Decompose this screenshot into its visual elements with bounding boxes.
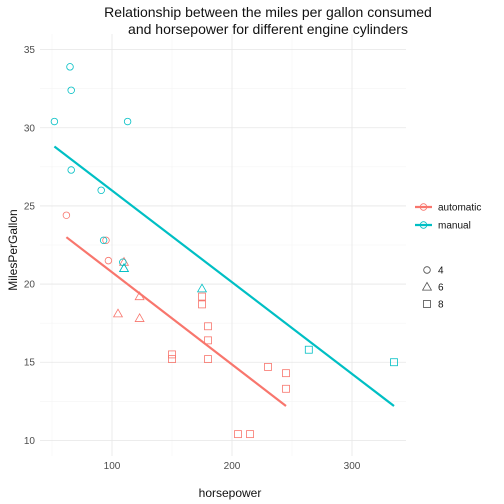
y-tick-labels: 10 15 20 25 30 35 bbox=[24, 45, 36, 447]
data-point-automatic bbox=[282, 384, 290, 393]
legend-label-cyl: 8 bbox=[438, 300, 444, 311]
data-point-automatic bbox=[62, 211, 71, 220]
fit-line-automatic bbox=[65, 236, 287, 407]
data-point-manual bbox=[390, 358, 398, 367]
data-point-automatic bbox=[134, 291, 145, 301]
data-point-automatic bbox=[204, 322, 212, 331]
y-tick-label: 15 bbox=[24, 358, 36, 369]
legend-label-manual: manual bbox=[438, 221, 471, 232]
legend: automatic manual 4 6 8 bbox=[415, 203, 481, 311]
data-point-automatic bbox=[246, 430, 254, 439]
chart-title-line-1: Relationship between the miles per gallo… bbox=[104, 4, 432, 20]
data-point-manual bbox=[67, 166, 75, 174]
y-axis-label: MilesPerGallon bbox=[6, 209, 20, 290]
chart-title-line-2: and horsepower for different engine cyli… bbox=[128, 21, 408, 37]
data-point-automatic bbox=[168, 350, 176, 359]
legend-key-cyl-square bbox=[423, 300, 431, 308]
y-tick-label: 20 bbox=[24, 280, 36, 291]
x-tick-labels: 100 200 300 bbox=[104, 461, 361, 472]
data-point-manual bbox=[123, 117, 132, 126]
data-point-automatic bbox=[234, 430, 242, 439]
y-tick-label: 10 bbox=[24, 436, 36, 447]
legend-label-cyl: 4 bbox=[438, 266, 444, 277]
legend-key-cyl-triangle bbox=[421, 281, 433, 291]
y-tick-label: 25 bbox=[24, 201, 36, 212]
fit-line-manual bbox=[53, 145, 395, 407]
data-point-automatic bbox=[104, 256, 113, 265]
data-point-manual bbox=[66, 63, 74, 71]
y-tick-label: 30 bbox=[24, 123, 36, 134]
data-point-manual bbox=[196, 283, 208, 293]
data-point-manual bbox=[118, 263, 130, 272]
data-point-automatic bbox=[198, 300, 206, 309]
data-point-automatic bbox=[134, 313, 145, 322]
x-axis-label: horsepower bbox=[199, 486, 262, 500]
legend-key-automatic-marker bbox=[419, 203, 428, 211]
fit-lines bbox=[53, 145, 395, 407]
data-point-manual bbox=[50, 117, 59, 126]
data-point-manual bbox=[99, 236, 108, 245]
y-tick-label: 35 bbox=[24, 45, 36, 56]
data-points bbox=[50, 63, 398, 439]
data-point-automatic bbox=[204, 336, 212, 345]
data-point-manual bbox=[67, 86, 75, 94]
data-point-automatic bbox=[264, 363, 272, 371]
legend-label-automatic: automatic bbox=[438, 203, 481, 214]
grid-lines bbox=[40, 34, 406, 456]
data-point-automatic bbox=[204, 355, 212, 363]
x-tick-label: 300 bbox=[344, 461, 361, 472]
data-point-automatic bbox=[102, 236, 110, 245]
data-point-automatic bbox=[112, 308, 124, 318]
legend-label-cyl: 6 bbox=[438, 283, 444, 294]
legend-key-cyl-circle bbox=[423, 266, 431, 274]
data-point-manual bbox=[304, 345, 313, 354]
data-point-automatic bbox=[282, 369, 290, 378]
legend-key-manual-marker bbox=[419, 221, 428, 229]
data-point-automatic bbox=[168, 355, 176, 363]
data-point-manual bbox=[97, 186, 105, 194]
x-tick-label: 100 bbox=[104, 461, 121, 472]
data-point-automatic bbox=[198, 292, 206, 301]
x-tick-label: 200 bbox=[224, 461, 241, 472]
